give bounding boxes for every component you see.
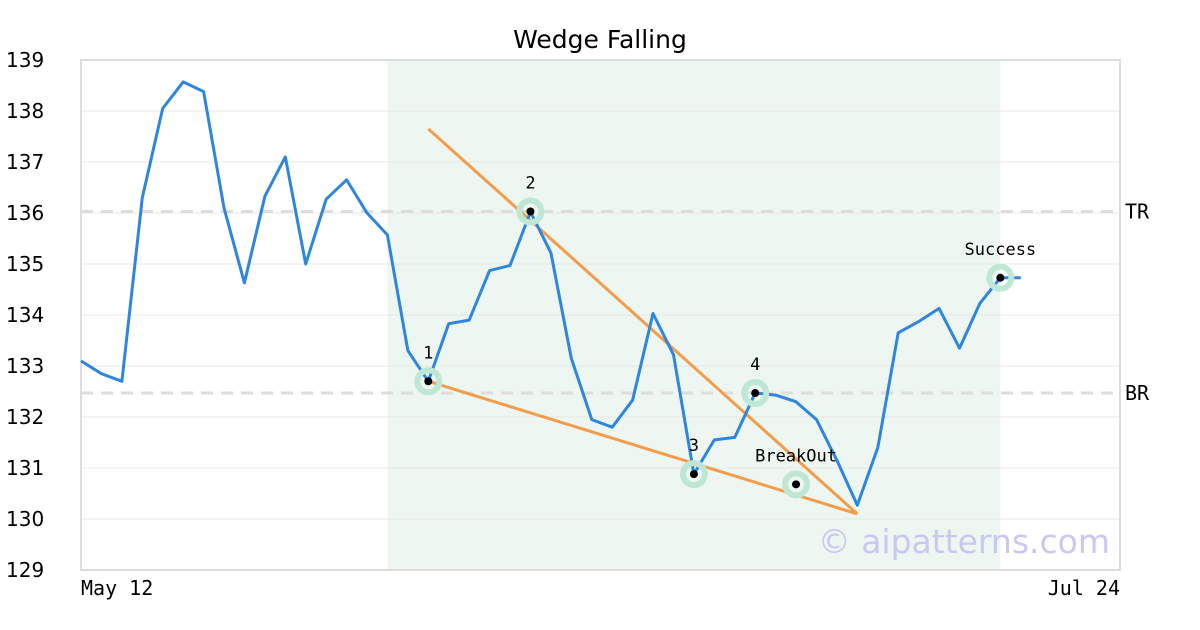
plot-frame xyxy=(80,59,1121,571)
y-tick-label: 131 xyxy=(6,456,44,480)
point-marker-ring xyxy=(679,460,708,489)
y-tick-label: 134 xyxy=(6,303,44,327)
point-marker xyxy=(792,480,801,489)
point-marker xyxy=(526,207,535,216)
level-label: TR xyxy=(1125,199,1150,223)
watermark: © aipatterns.com xyxy=(818,522,1110,561)
point-marker xyxy=(689,470,698,479)
point-label: 3 xyxy=(689,436,699,456)
x-tick-label: May 12 xyxy=(81,576,153,600)
pattern-points: 1 2 3 4 BreakOut Success xyxy=(414,173,1037,499)
level-label: BR xyxy=(1125,381,1150,405)
y-tick-label: 135 xyxy=(6,252,44,276)
point-marker-ring xyxy=(741,379,770,408)
price-series-line xyxy=(80,80,1021,507)
point-label: BreakOut xyxy=(755,446,837,466)
point-label: Success xyxy=(965,240,1037,260)
point-label: 1 xyxy=(423,343,433,363)
point-marker-ring xyxy=(516,197,545,226)
y-tick-label: 132 xyxy=(6,405,44,429)
point-marker-ring xyxy=(782,470,811,499)
y-tick-label: 129 xyxy=(6,558,44,582)
point-marker xyxy=(424,377,433,386)
x-tick-label: Jul 24 xyxy=(1048,576,1120,600)
x-axis-ticks: May 12 Jul 24 xyxy=(81,576,1120,600)
point-label: 4 xyxy=(750,355,760,375)
level-lines: TR BR xyxy=(81,199,1150,405)
y-tick-label: 136 xyxy=(6,201,44,225)
point-marker xyxy=(996,273,1005,282)
point-marker-ring xyxy=(986,263,1015,292)
point-marker-ring xyxy=(414,367,443,396)
y-axis-ticks: 129 130 131 132 133 134 135 136 137 138 139 xyxy=(6,48,44,582)
y-tick-label: 138 xyxy=(6,99,44,123)
chart-title: Wedge Falling xyxy=(513,25,687,54)
point-marker xyxy=(751,389,760,398)
trend-line xyxy=(427,127,859,516)
y-tick-label: 133 xyxy=(6,354,44,378)
y-tick-label: 139 xyxy=(6,48,44,72)
y-tick-label: 137 xyxy=(6,150,44,174)
y-tick-label: 130 xyxy=(6,507,44,531)
point-label: 2 xyxy=(525,173,535,193)
